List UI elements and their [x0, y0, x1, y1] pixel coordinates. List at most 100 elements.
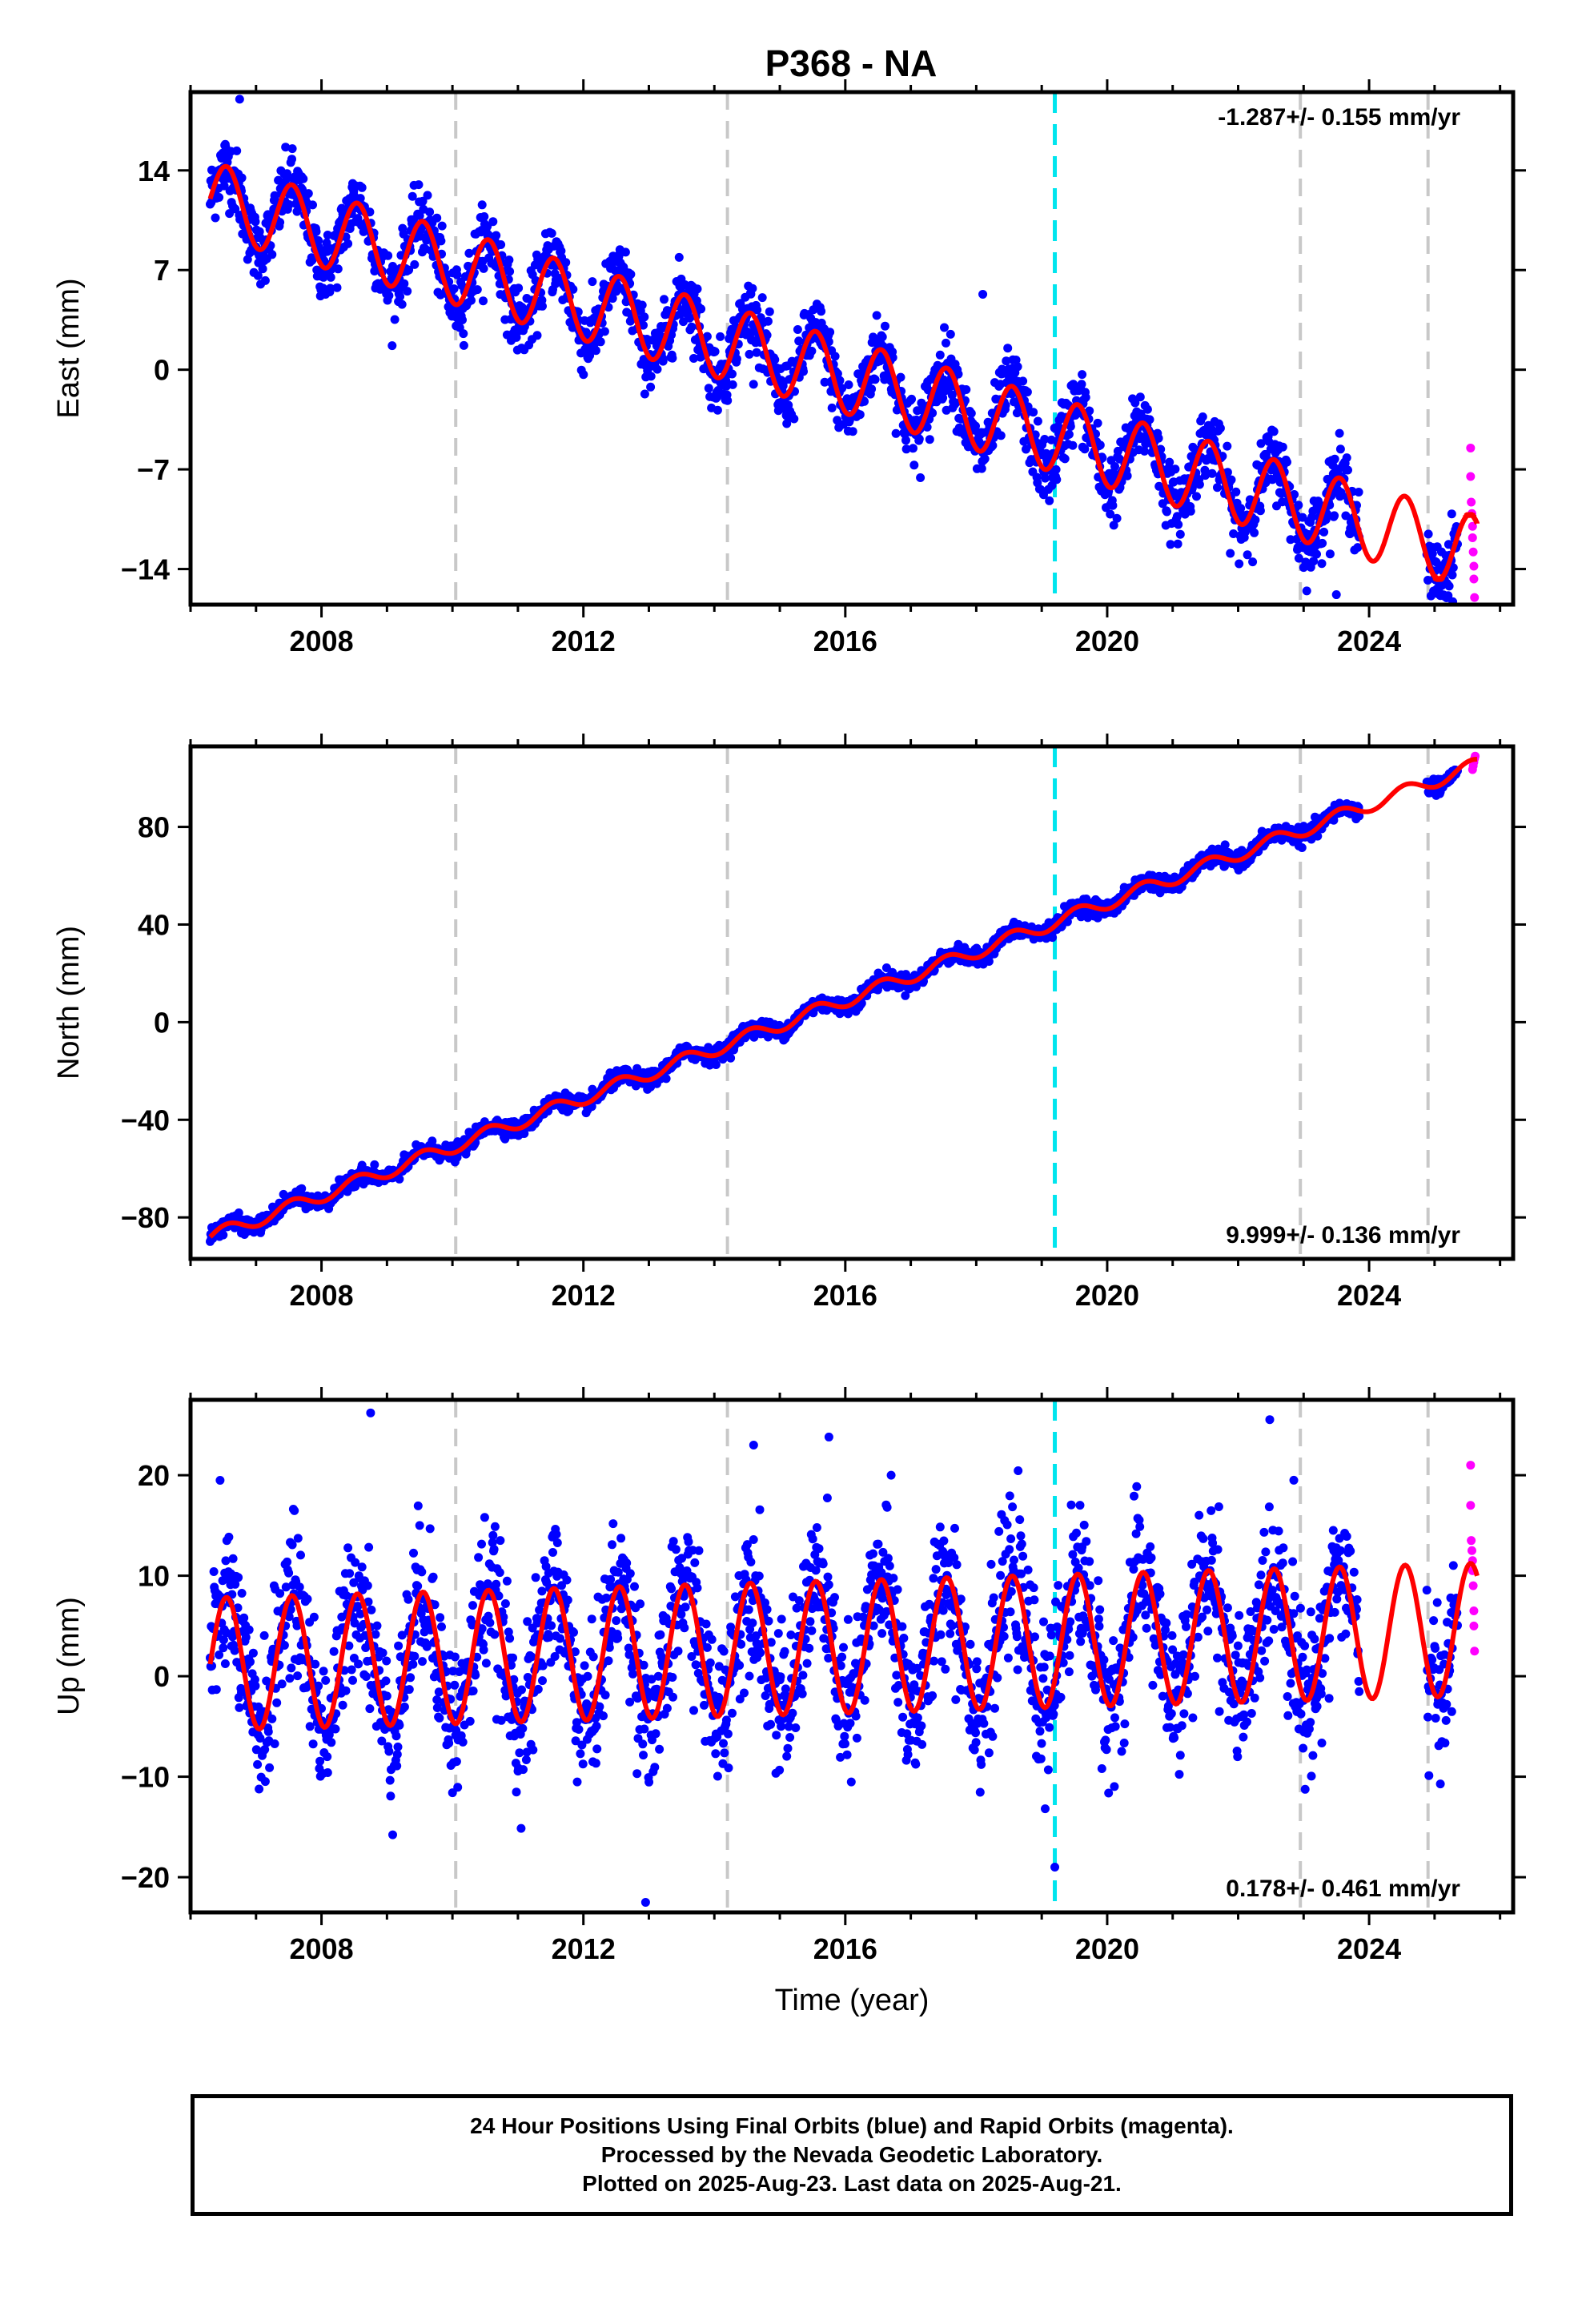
final-point — [1174, 520, 1183, 529]
final-point — [1077, 380, 1086, 389]
final-point — [284, 1568, 294, 1578]
final-point — [765, 307, 774, 316]
final-point — [228, 1554, 238, 1563]
final-point — [1423, 529, 1433, 539]
final-point — [716, 332, 725, 341]
final-point — [1354, 488, 1363, 497]
final-point — [867, 384, 877, 394]
final-point — [1110, 462, 1119, 471]
final-point — [1108, 501, 1118, 510]
final-point — [403, 287, 412, 296]
x-tick-label: 2024 — [1337, 625, 1401, 657]
final-point — [384, 291, 394, 300]
final-point — [311, 227, 321, 236]
final-point — [326, 272, 335, 282]
final-point — [1342, 453, 1351, 463]
final-point — [260, 1777, 270, 1787]
final-point — [488, 217, 498, 227]
final-point — [321, 1675, 331, 1685]
final-point — [794, 336, 804, 346]
final-point — [279, 1641, 289, 1650]
model-curve — [207, 163, 1058, 472]
final-point — [1112, 513, 1122, 523]
final-point — [1064, 429, 1074, 439]
final-point — [728, 369, 737, 379]
final-point — [1106, 509, 1115, 519]
final-point — [505, 267, 515, 276]
final-point — [355, 194, 365, 203]
final-point — [253, 271, 263, 280]
final-point — [1447, 570, 1457, 580]
final-point — [1309, 557, 1319, 566]
final-point — [860, 396, 869, 406]
final-point — [1195, 480, 1204, 489]
final-point — [922, 422, 932, 432]
final-point — [219, 1230, 228, 1240]
final-point — [1207, 468, 1217, 478]
final-point — [1223, 468, 1232, 477]
final-point — [1255, 506, 1265, 516]
final-point — [1013, 362, 1022, 372]
final-point — [1078, 370, 1087, 380]
final-point — [267, 1714, 277, 1723]
y-tick-label: 0 — [154, 1006, 170, 1039]
final-point — [209, 1567, 219, 1576]
x-tick-label: 2016 — [813, 1279, 877, 1312]
final-point — [835, 376, 845, 385]
final-point — [637, 300, 647, 310]
final-point — [1093, 418, 1102, 428]
final-point — [1003, 344, 1013, 353]
final-point — [303, 189, 313, 199]
final-point — [239, 1613, 249, 1622]
final-point — [891, 428, 901, 438]
final-point — [1041, 473, 1050, 483]
final-point — [520, 1129, 529, 1138]
final-point — [383, 251, 393, 260]
final-point — [1302, 586, 1311, 596]
x-tick-label: 2012 — [552, 1279, 616, 1312]
final-point — [248, 1648, 258, 1658]
final-point — [1052, 475, 1062, 485]
final-point — [265, 1763, 275, 1772]
series-rapid-orbits — [1466, 443, 1480, 602]
final-point — [713, 405, 722, 415]
final-point — [763, 316, 773, 326]
final-point — [728, 380, 737, 389]
plot-area — [206, 1400, 1480, 1912]
final-point — [295, 1582, 304, 1592]
final-point — [322, 238, 331, 247]
final-point — [909, 444, 917, 453]
final-point — [916, 473, 926, 482]
final-point — [579, 370, 588, 380]
final-point — [275, 1589, 285, 1598]
final-point — [745, 349, 754, 359]
final-point — [674, 252, 684, 262]
final-point — [689, 354, 698, 363]
x-tick-label: 2008 — [290, 625, 354, 657]
final-point — [588, 277, 597, 287]
final-point — [293, 1671, 303, 1681]
final-point — [1198, 412, 1207, 421]
final-point — [830, 352, 840, 361]
final-point — [951, 398, 961, 408]
final-point — [770, 355, 780, 364]
x-tick-label: 2024 — [1337, 1279, 1401, 1312]
final-point — [704, 384, 713, 393]
x-tick-label: 2020 — [1075, 1279, 1139, 1312]
final-point — [333, 264, 343, 274]
y-tick-label: 7 — [154, 254, 170, 287]
final-point — [1066, 422, 1075, 431]
final-point — [702, 332, 712, 341]
plot-area — [206, 92, 1480, 605]
final-point — [251, 1681, 260, 1691]
y-tick-label: −7 — [137, 453, 170, 486]
x-tick-label: 2012 — [552, 625, 616, 657]
final-point — [817, 307, 826, 316]
final-point — [1122, 471, 1132, 480]
final-point — [596, 337, 605, 347]
final-point — [942, 338, 950, 348]
final-point — [1317, 559, 1327, 569]
final-point — [1447, 509, 1456, 519]
final-point — [693, 284, 702, 294]
final-point — [472, 285, 482, 295]
